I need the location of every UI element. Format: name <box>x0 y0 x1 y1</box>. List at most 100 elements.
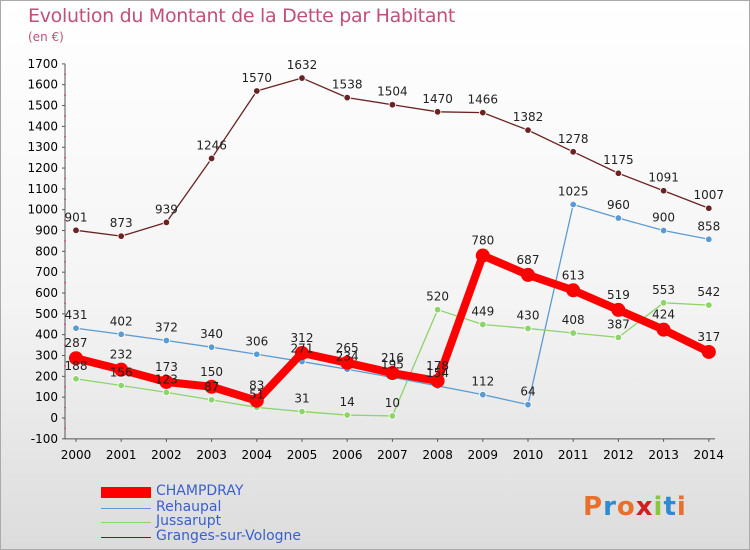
data-point-champdray <box>430 373 445 388</box>
data-point-jussarupt <box>207 396 216 404</box>
data-point-jussarupt <box>569 329 577 337</box>
data-label-rehaupal: 64 <box>520 385 535 399</box>
y-minor-tick <box>64 281 66 284</box>
data-label-granges-sur-vologne: 1246 <box>196 138 227 152</box>
y-minor-tick <box>64 177 66 180</box>
y-tick-label: 1400 <box>27 119 58 133</box>
data-label-jussarupt: 51 <box>249 387 264 401</box>
data-point-granges-sur-vologne <box>162 218 171 227</box>
data-label-granges-sur-vologne: 1007 <box>694 188 725 202</box>
y-minor-tick <box>64 260 66 263</box>
y-minor-tick <box>64 364 66 367</box>
y-tick-label: 1600 <box>27 78 58 92</box>
data-label-champdray: 317 <box>697 330 720 344</box>
data-label-rehaupal: 154 <box>426 366 449 380</box>
legend-label: Granges-sur-Vologne <box>156 528 302 544</box>
y-tick-label: 800 <box>35 244 58 258</box>
y-tick-label: 1000 <box>27 203 58 217</box>
data-label-rehaupal: 306 <box>245 334 268 348</box>
data-label-granges-sur-vologne: 1538 <box>332 78 363 92</box>
data-label-champdray: 687 <box>517 253 540 267</box>
y-tick-label: 0 <box>50 411 58 425</box>
x-tick-label: 2012 <box>603 448 634 462</box>
y-tick-label: 1200 <box>27 161 58 175</box>
data-label-granges-sur-vologne: 1382 <box>513 110 544 124</box>
legend-label: Rehaupal <box>156 499 222 515</box>
data-point-granges-sur-vologne <box>524 126 532 134</box>
data-label-jussarupt: 31 <box>294 392 309 406</box>
data-label-rehaupal: 858 <box>697 219 720 233</box>
data-label-champdray: 232 <box>110 348 133 362</box>
data-label-rehaupal: 234 <box>336 349 359 363</box>
data-point-granges-sur-vologne <box>433 108 442 116</box>
data-label-granges-sur-vologne: 1175 <box>603 153 634 167</box>
data-point-granges-sur-vologne <box>343 93 351 102</box>
data-label-jussarupt: 449 <box>471 304 494 318</box>
y-minor-tick <box>64 73 66 76</box>
y-minor-tick <box>64 156 66 159</box>
y-minor-tick <box>64 219 66 222</box>
y-tick-label: 600 <box>35 286 58 300</box>
data-label-granges-sur-vologne: 1091 <box>648 171 679 185</box>
data-point-granges-sur-vologne <box>659 187 668 195</box>
y-tick-label: -100 <box>31 432 58 446</box>
x-tick-label: 2006 <box>332 448 363 462</box>
y-tick-label: 1700 <box>27 57 58 71</box>
chart-unit: (en €) <box>28 30 64 44</box>
x-tick-label: 2008 <box>422 448 453 462</box>
data-point-jussarupt <box>117 381 125 390</box>
logo-letter: P <box>583 492 604 522</box>
data-point-champdray <box>611 302 626 317</box>
logo-letter: t <box>663 492 677 522</box>
data-label-champdray: 312 <box>291 331 314 345</box>
data-point-granges-sur-vologne <box>479 108 487 117</box>
data-point-champdray <box>249 393 264 408</box>
y-tick-label: 900 <box>35 224 58 238</box>
data-point-rehaupal <box>705 235 713 243</box>
data-point-granges-sur-vologne <box>388 101 397 109</box>
data-label-champdray: 287 <box>65 336 88 350</box>
data-label-champdray: 424 <box>652 308 675 322</box>
data-label-champdray: 780 <box>471 234 494 248</box>
data-point-granges-sur-vologne <box>117 232 125 240</box>
data-label-champdray: 83 <box>249 379 264 393</box>
legend-swatch <box>101 515 151 530</box>
data-point-champdray <box>295 346 309 361</box>
data-label-jussarupt: 87 <box>204 380 219 394</box>
data-point-rehaupal <box>162 336 171 345</box>
legend-label: CHAMPDRAY <box>156 483 244 499</box>
data-label-jussarupt: 430 <box>517 308 540 322</box>
x-tick-label: 2007 <box>377 448 408 462</box>
y-tick-label: 700 <box>35 265 58 279</box>
data-point-rehaupal <box>524 400 532 409</box>
data-label-jussarupt: 387 <box>607 317 630 331</box>
data-label-jussarupt: 408 <box>562 313 585 327</box>
x-tick-label: 2002 <box>151 448 182 462</box>
data-label-jussarupt: 156 <box>110 366 133 380</box>
data-point-granges-sur-vologne <box>253 87 261 95</box>
data-point-granges-sur-vologne <box>298 74 306 82</box>
data-point-champdray <box>159 374 174 389</box>
x-tick-label: 2013 <box>648 448 679 462</box>
legend-swatch <box>101 485 151 500</box>
data-label-jussarupt: 14 <box>340 395 355 409</box>
legend-swatch <box>101 501 151 516</box>
x-tick-label: 2009 <box>468 448 499 462</box>
data-point-rehaupal <box>253 350 261 358</box>
data-point-champdray <box>340 355 355 370</box>
data-label-jussarupt: 553 <box>652 283 675 297</box>
data-point-rehaupal <box>72 324 80 332</box>
proxiti-logo: Proxiti <box>583 492 687 522</box>
data-label-rehaupal: 372 <box>155 321 178 335</box>
x-tick-label: 2000 <box>61 448 92 462</box>
data-point-jussarupt <box>705 301 713 309</box>
data-label-rehaupal: 900 <box>652 211 675 225</box>
data-point-champdray <box>385 366 400 381</box>
data-label-granges-sur-vologne: 1470 <box>422 92 453 106</box>
y-minor-tick <box>64 344 66 347</box>
data-point-jussarupt <box>479 320 487 329</box>
y-tick-label: 400 <box>35 328 58 342</box>
data-point-jussarupt <box>343 411 351 419</box>
x-tick-label: 2005 <box>287 448 318 462</box>
